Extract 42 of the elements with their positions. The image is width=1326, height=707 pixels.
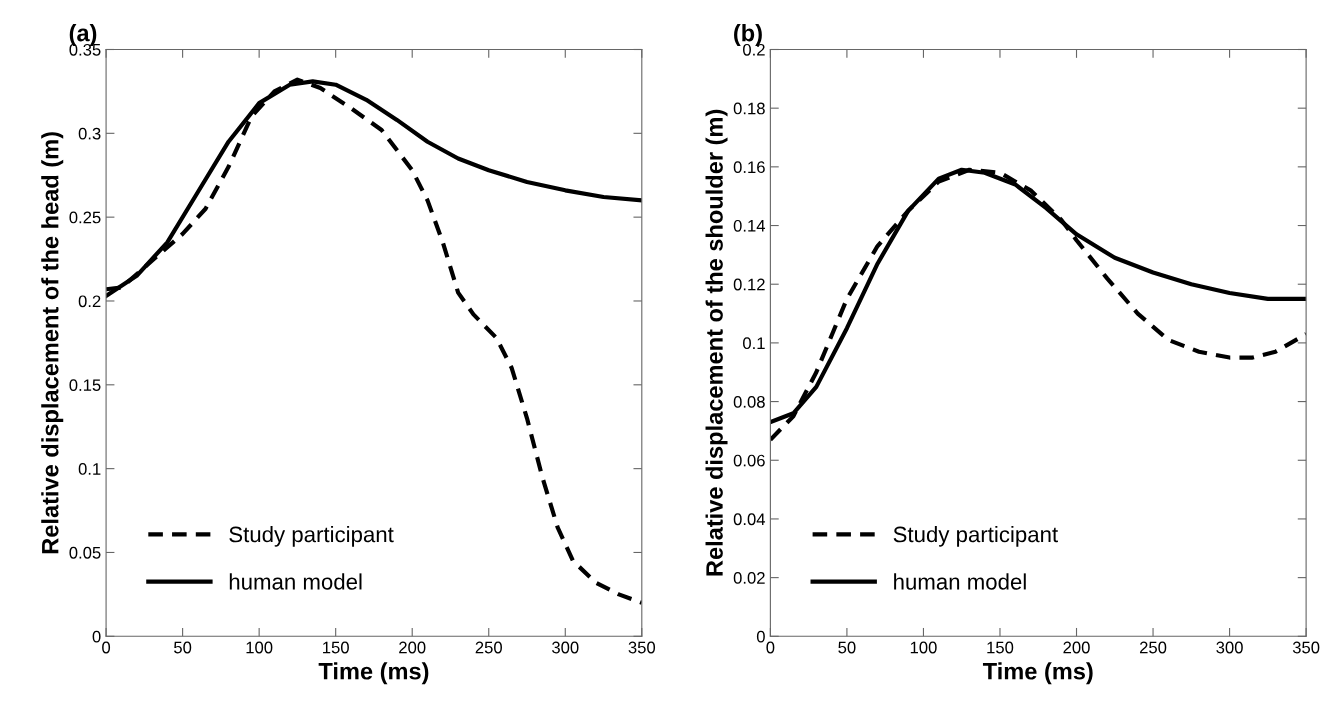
y-tick-label: 0.18 [733,102,765,115]
line-series [106,77,642,605]
legend-label: Study participant [893,525,1058,547]
y-tick-label: 0.16 [733,161,765,174]
x-tick-label: 350 [628,641,656,654]
x-tick-label: 250 [475,641,502,654]
y-tick-label: 0 [756,630,765,643]
y-tick-label: 0.25 [69,211,101,224]
x-tick-label: 350 [1292,641,1320,654]
y-tick-label: 0.2 [78,295,101,308]
y-tick-label: 0 [92,630,101,643]
y-tick-label: 0.14 [733,219,766,232]
x-tick-label: 50 [174,641,192,654]
y-tick-label: 0.1 [78,463,101,475]
y-tick-label: 0.06 [733,454,765,467]
x-tick-label: 300 [552,641,579,654]
x-tick-label: 0 [766,641,775,654]
y-tick-label: 0.08 [733,395,765,408]
x-tick-label: 100 [910,641,937,654]
x-axis-title: Time (ms) [982,662,1093,685]
x-axis-title: Time (ms) [318,662,429,685]
y-tick-label: 0.05 [69,546,101,559]
x-tick-label: 150 [323,641,349,654]
y-tick-label: 0.1 [743,337,765,350]
x-tick-label: 100 [246,641,273,654]
legend-label: human model [229,573,362,590]
y-tick-label: 0.02 [733,572,765,584]
x-tick-label: 50 [838,641,856,654]
x-tick-label: 150 [987,641,1014,654]
x-tick-label: 300 [1216,641,1243,654]
legend-label: human model [894,573,1026,590]
legend-label: Study participant [229,525,394,547]
x-tick-label: 250 [1139,641,1167,654]
x-tick-label: 0 [102,641,111,654]
x-tick-label: 200 [399,641,426,654]
y-tick-label: 0.15 [69,379,101,392]
x-tick-label: 200 [1063,641,1090,654]
y-axis-title: Relative displacement of the shoulder (m) [705,109,728,576]
y-tick-label: 0.04 [733,513,766,526]
y-tick-label: 0.3 [78,127,101,140]
y-tick-label: 0.12 [733,278,765,291]
y-axis-title: Relative displacement of the head (m) [41,132,64,554]
